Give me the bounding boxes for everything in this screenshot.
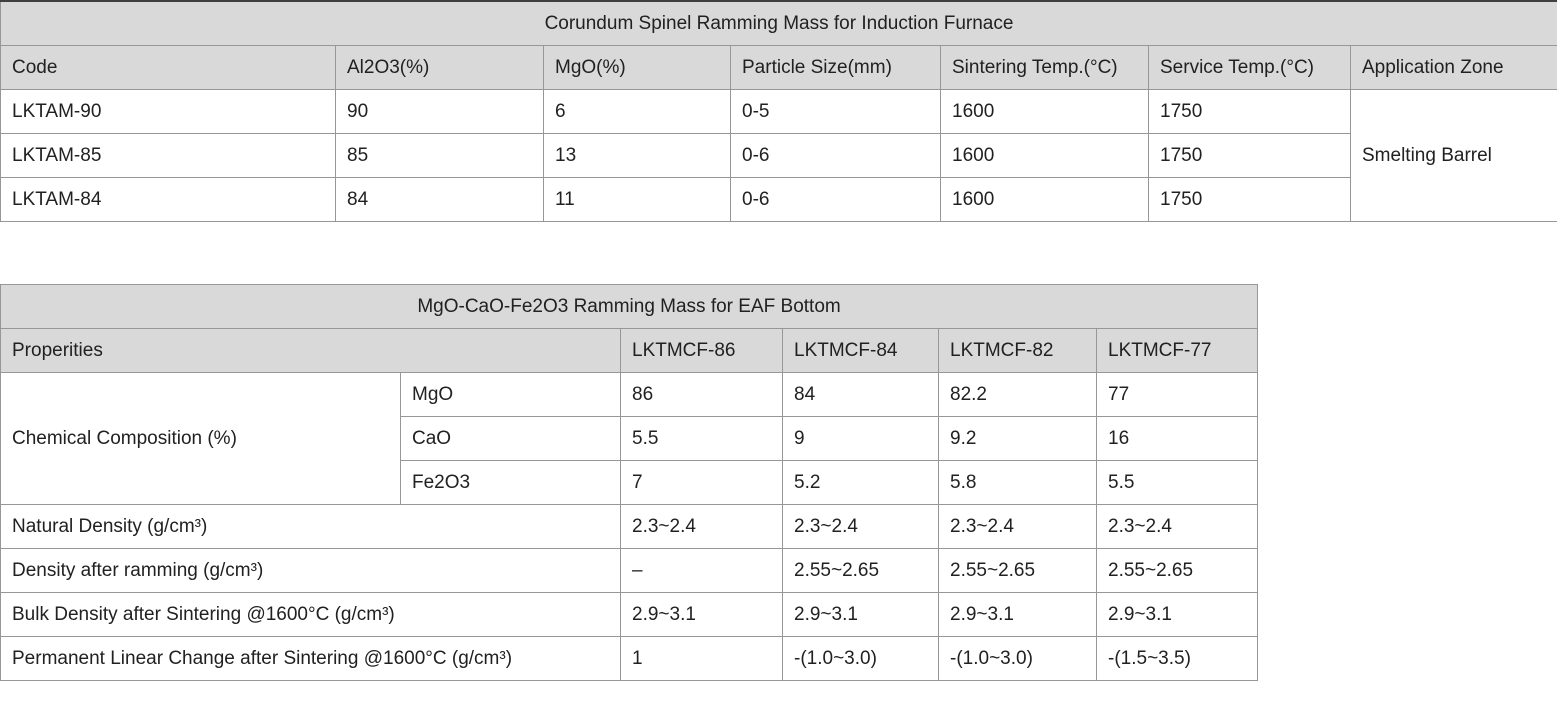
- table-cell: 1750: [1148, 133, 1351, 178]
- table-cell: 1600: [940, 89, 1149, 134]
- table-cell: -(1.5~3.5): [1095, 636, 1259, 681]
- corundum-spinel-table: Corundum Spinel Ramming Mass for Inducti…: [0, 0, 1557, 222]
- table-cell: 0-6: [730, 133, 941, 178]
- table-cell: 5.2: [782, 460, 939, 505]
- table-cell: 2.55~2.65: [782, 548, 939, 593]
- table2-title: MgO-CaO-Fe2O3 Ramming Mass for EAF Botto…: [0, 284, 1259, 329]
- table-row: Permanent Linear Change after Sintering …: [0, 636, 1259, 681]
- table-cell: –: [620, 548, 783, 593]
- application-zone-cell: Smelting Barrel: [1349, 89, 1557, 222]
- table-cell: 2.9~3.1: [938, 592, 1097, 637]
- table-cell: 6: [543, 89, 731, 134]
- table1-title-row: Corundum Spinel Ramming Mass for Inducti…: [0, 0, 1557, 46]
- table-cell: 1600: [940, 133, 1149, 178]
- column-header-sintering-temp: Sintering Temp.(°C): [940, 45, 1149, 90]
- component-label: Fe2O3: [400, 460, 621, 505]
- table2-header-row: Properities LKTMCF-86 LKTMCF-84 LKTMCF-8…: [0, 328, 1259, 373]
- mgo-cao-fe2o3-table: MgO-CaO-Fe2O3 Ramming Mass for EAF Botto…: [0, 284, 1259, 681]
- table-cell: 2.9~3.1: [620, 592, 783, 637]
- chemical-composition-label: Chemical Composition (%): [0, 372, 401, 505]
- table-cell: 9.2: [938, 416, 1097, 461]
- column-header-lktmcf-86: LKTMCF-86: [620, 328, 783, 373]
- table-cell: 9: [782, 416, 939, 461]
- component-label: CaO: [400, 416, 621, 461]
- table-cell: 13: [543, 133, 731, 178]
- table-row: LKTAM-85 85 13 0-6 1600 1750: [0, 133, 1557, 178]
- property-label: Natural Density (g/cm³): [0, 504, 621, 549]
- column-header-particle-size: Particle Size(mm): [730, 45, 941, 90]
- table-row: LKTAM-90 90 6 0-5 1600 1750 Smelting Bar…: [0, 89, 1557, 222]
- property-label: Density after ramming (g/cm³): [0, 548, 621, 593]
- table-cell: 0-6: [730, 177, 941, 222]
- column-header-lktmcf-82: LKTMCF-82: [938, 328, 1097, 373]
- table-row: CaO 5.5 9 9.2 16: [1, 416, 1259, 461]
- table-cell: 77: [1095, 372, 1259, 417]
- code-cell: LKTAM-85: [0, 133, 336, 178]
- table-cell: 1750: [1148, 89, 1351, 134]
- table-cell: 86: [620, 372, 783, 417]
- column-header-mgo: MgO(%): [543, 45, 731, 90]
- table-row: Chemical Composition (%) MgO 86 84 82.2 …: [0, 372, 1259, 505]
- table-row: LKTAM-84 84 11 0-6 1600 1750: [0, 177, 1557, 222]
- table-cell: 2.3~2.4: [620, 504, 783, 549]
- table-cell: 90: [335, 89, 544, 134]
- table-cell: 1600: [940, 177, 1149, 222]
- table-row: Natural Density (g/cm³) 2.3~2.4 2.3~2.4 …: [0, 504, 1259, 549]
- component-label: MgO: [400, 372, 621, 417]
- code-cell: LKTAM-84: [0, 177, 336, 222]
- table-cell: 5.5: [1095, 460, 1259, 505]
- table-cell: 7: [620, 460, 783, 505]
- column-header-service-temp: Service Temp.(°C): [1148, 45, 1351, 90]
- table-cell: 2.55~2.65: [1095, 548, 1259, 593]
- column-header-al2o3: Al2O3(%): [335, 45, 544, 90]
- table-cell: 82.2: [938, 372, 1097, 417]
- table-cell: 5.5: [620, 416, 783, 461]
- column-header-lktmcf-84: LKTMCF-84: [782, 328, 939, 373]
- table-cell: 2.9~3.1: [782, 592, 939, 637]
- column-header-lktmcf-77: LKTMCF-77: [1095, 328, 1259, 373]
- table-cell: 2.3~2.4: [1095, 504, 1259, 549]
- table-cell: -(1.0~3.0): [782, 636, 939, 681]
- table-row: Fe2O3 7 5.2 5.8 5.5: [1, 460, 1259, 505]
- table-cell: 84: [335, 177, 544, 222]
- table-cell: 2.55~2.65: [938, 548, 1097, 593]
- table-cell: 2.3~2.4: [782, 504, 939, 549]
- table1-title: Corundum Spinel Ramming Mass for Inducti…: [0, 0, 1557, 46]
- table-cell: 2.9~3.1: [1095, 592, 1259, 637]
- table-cell: 16: [1095, 416, 1259, 461]
- table-row: Density after ramming (g/cm³) – 2.55~2.6…: [0, 548, 1259, 593]
- table1-header-row: Code Al2O3(%) MgO(%) Particle Size(mm) S…: [0, 45, 1557, 90]
- table-cell: 5.8: [938, 460, 1097, 505]
- code-cell: LKTAM-90: [0, 89, 336, 134]
- property-label: Permanent Linear Change after Sintering …: [0, 636, 621, 681]
- table-cell: 85: [335, 133, 544, 178]
- table-cell: 2.3~2.4: [938, 504, 1097, 549]
- table-cell: 0-5: [730, 89, 941, 134]
- column-header-properities: Properities: [0, 328, 621, 373]
- table-cell: 84: [782, 372, 939, 417]
- column-header-application-zone: Application Zone: [1349, 45, 1557, 90]
- table-row: Bulk Density after Sintering @1600°C (g/…: [0, 592, 1259, 637]
- table-cell: 11: [543, 177, 731, 222]
- table-cell: 1: [620, 636, 783, 681]
- table-cell: 1750: [1148, 177, 1351, 222]
- table-cell: -(1.0~3.0): [938, 636, 1097, 681]
- column-header-code: Code: [0, 45, 336, 90]
- property-label: Bulk Density after Sintering @1600°C (g/…: [0, 592, 621, 637]
- table2-title-row: MgO-CaO-Fe2O3 Ramming Mass for EAF Botto…: [0, 284, 1259, 329]
